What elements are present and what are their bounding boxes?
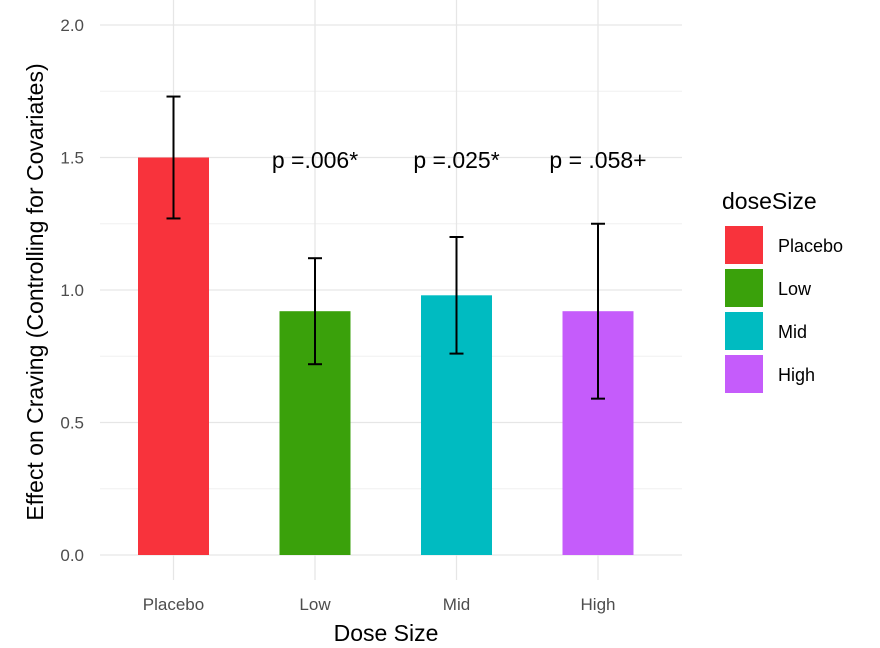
x-axis-ticks: Placebo Low Mid High [143,595,616,614]
x-tick-label: High [581,595,616,614]
legend-swatch [725,226,763,264]
bar-placebo [138,157,209,555]
error-bar-low [308,257,322,366]
y-tick-label: 0.0 [60,546,84,565]
y-axis-ticks: 0.0 0.5 1.0 1.5 2.0 [60,16,84,565]
p-value-mid: p =.025* [413,147,499,173]
p-value-annotations: p =.006* p =.025* p = .058+ [272,147,647,173]
legend-item-mid: Mid [725,312,807,350]
y-tick-label: 2.0 [60,16,84,35]
error-bars [166,95,605,400]
legend-item-low: Low [725,269,812,307]
x-tick-label: Placebo [143,595,204,614]
y-tick-label: 0.5 [60,414,84,433]
y-axis-title: Effect on Craving (Controlling for Covar… [22,63,48,520]
legend-item-high: High [725,355,815,393]
p-value-low: p =.006* [272,147,358,173]
x-tick-label: Mid [443,595,470,614]
legend-swatch [725,312,763,350]
x-tick-label: Low [299,595,331,614]
legend: doseSize Placebo Low Mid High [722,188,843,393]
error-bar-high [591,222,605,400]
legend-label: Placebo [778,236,843,256]
error-bar-placebo [166,95,181,220]
y-tick-label: 1.0 [60,281,84,300]
p-value-high: p = .058+ [549,147,646,173]
x-axis-title: Dose Size [334,620,439,646]
legend-swatch [725,355,763,393]
legend-label: Mid [778,322,807,342]
legend-title: doseSize [722,188,817,214]
legend-swatch [725,269,763,307]
legend-label: Low [778,279,812,299]
legend-label: High [778,365,815,385]
legend-item-placebo: Placebo [725,226,843,264]
y-tick-label: 1.5 [60,149,84,168]
error-bar-mid [449,236,464,355]
